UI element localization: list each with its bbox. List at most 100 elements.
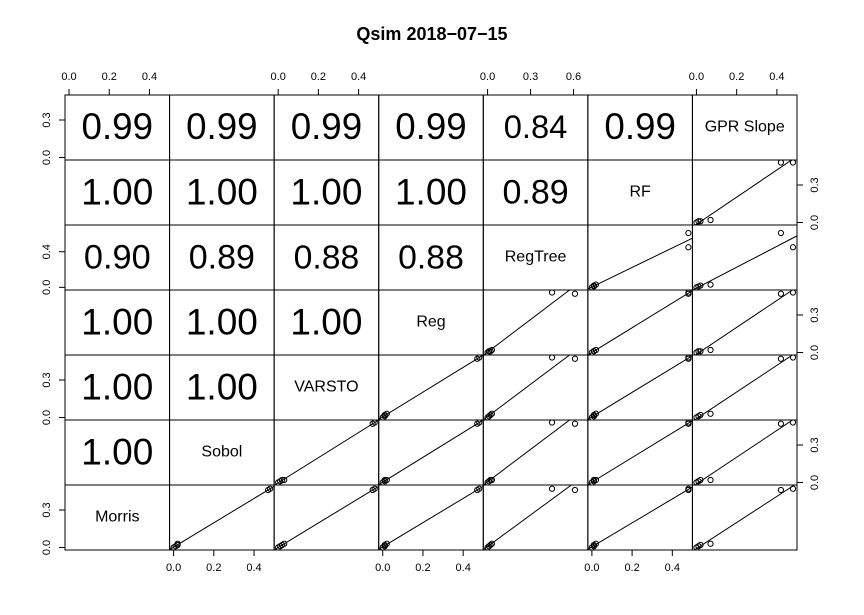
point [485,478,493,485]
y-tick-label: 0.0 [809,475,821,490]
point [695,348,702,355]
chart-title: Qsim 2018−07−15 [356,24,507,44]
correlation-label: 0.84 [504,108,568,145]
correlation-label: 1.00 [186,301,258,342]
x-tick-label: 0.0 [584,562,599,574]
correlation-label: 0.99 [395,106,466,147]
fit-line [378,485,484,550]
scatter-panel [587,355,693,420]
point [789,160,797,166]
panel-border [482,419,589,486]
fit-line [692,235,798,290]
x-tick-label: 0.2 [729,71,744,83]
scatter-panel [378,485,484,550]
x-tick-label: 0.6 [566,71,581,83]
panel-border [691,484,798,551]
y-tick-label: 0.0 [41,280,53,295]
fit-line [483,420,571,485]
scatter-panel [378,420,484,485]
fit-line [694,160,793,225]
point [476,355,483,361]
fit-line [378,420,484,485]
point [789,244,797,251]
panel-border [482,289,589,356]
point [383,410,390,417]
fit-line [587,290,693,355]
y-tick-label: 0.0 [41,150,53,165]
point [571,355,579,362]
point [592,540,600,547]
fit-line [587,237,693,290]
scatter-panel [169,485,275,550]
variable-label: RF [629,184,651,201]
point [707,410,714,417]
y-tick-label: 0.0 [809,345,821,360]
point [487,348,494,355]
point [592,281,600,288]
correlation-label: 1.00 [81,301,153,342]
point [789,290,797,296]
x-tick-label: 0.4 [142,71,157,83]
x-tick-label: 0.0 [61,71,76,83]
point [488,540,495,547]
scatter-panel [692,229,798,290]
point [592,410,600,417]
correlation-label: 1.00 [186,171,258,212]
y-tick-label: 0.3 [41,372,53,387]
correlation-label: 0.99 [291,106,362,147]
point [571,290,579,297]
point [590,476,597,484]
correlation-label: 1.00 [395,171,467,212]
x-tick-label: 0.0 [166,562,181,574]
x-tick-label: 0.4 [456,562,471,574]
panel-border [587,224,693,291]
panel-border [691,224,798,291]
scatter-panel [483,420,579,485]
point [685,229,692,237]
y-tick-label: 0.3 [41,502,53,517]
point [685,290,692,296]
fit-line [483,355,571,420]
scatter-panel [693,160,797,225]
point [487,541,494,549]
point [697,282,704,289]
y-tick-label: 0.4 [41,244,53,259]
point [548,290,556,296]
point [383,540,390,547]
x-tick-label: 0.4 [351,71,366,83]
point [371,485,378,492]
scatter-panel [483,485,579,550]
scatter-panel [274,420,379,485]
point [777,160,785,166]
point [707,281,714,288]
x-tick-label: 0.2 [415,562,430,574]
point [707,346,714,354]
correlation-label: 1.00 [290,171,362,212]
correlation-label: 0.88 [398,238,464,276]
point [279,476,286,484]
point [697,218,704,225]
point [488,346,495,354]
correlation-label: 1.00 [81,171,153,212]
x-tick-label: 0.4 [246,562,261,574]
point [777,420,785,427]
variable-label: RegTree [505,249,567,266]
fit-line [694,420,794,485]
fit-line [693,355,794,420]
scatter-panel [587,229,693,290]
correlation-label: 1.00 [81,366,153,407]
point [697,348,704,355]
correlation-label: 0.99 [82,106,153,147]
y-tick-label: 0.0 [809,215,821,230]
point [697,411,704,419]
point [281,540,288,547]
correlation-label: 1.00 [81,431,153,472]
scatter-panel [483,355,579,420]
point [592,346,600,354]
point [777,486,785,494]
fit-line [694,290,794,355]
x-tick-label: 0.0 [271,71,286,83]
point [697,541,704,549]
scatter-panel [587,420,693,485]
variable-label: Reg [416,314,445,331]
